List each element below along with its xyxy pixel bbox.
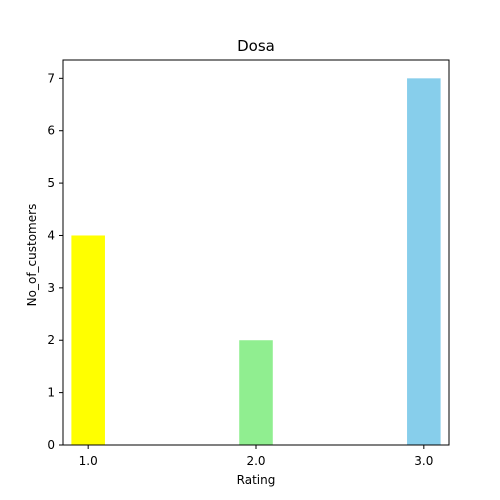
y-tick-label: 3 bbox=[47, 281, 55, 295]
x-axis-ticks: 1.0 2.0 3.0 bbox=[79, 445, 433, 468]
x-tick-label: 3.0 bbox=[414, 454, 433, 468]
x-tick-label: 2.0 bbox=[246, 454, 265, 468]
chart-title: Dosa bbox=[237, 37, 275, 55]
y-tick-label: 5 bbox=[47, 176, 55, 190]
y-tick-label: 0 bbox=[47, 438, 55, 452]
y-tick-label: 7 bbox=[47, 71, 55, 85]
plot-frame bbox=[62, 59, 450, 446]
bar-3.0 bbox=[407, 78, 441, 445]
x-tick-label: 1.0 bbox=[79, 454, 98, 468]
y-tick-label: 1 bbox=[47, 386, 55, 400]
y-axis-ticks: 0 1 2 3 4 5 6 7 bbox=[47, 71, 63, 452]
x-axis-label: Rating bbox=[237, 473, 276, 487]
y-tick-label: 6 bbox=[47, 124, 55, 138]
bar-2.0 bbox=[239, 340, 273, 445]
bar-1.0 bbox=[71, 235, 105, 445]
y-tick-label: 4 bbox=[47, 228, 55, 242]
y-tick-label: 2 bbox=[47, 333, 55, 347]
y-axis-label: No_of_customers bbox=[25, 204, 39, 307]
bars-group bbox=[71, 78, 441, 445]
